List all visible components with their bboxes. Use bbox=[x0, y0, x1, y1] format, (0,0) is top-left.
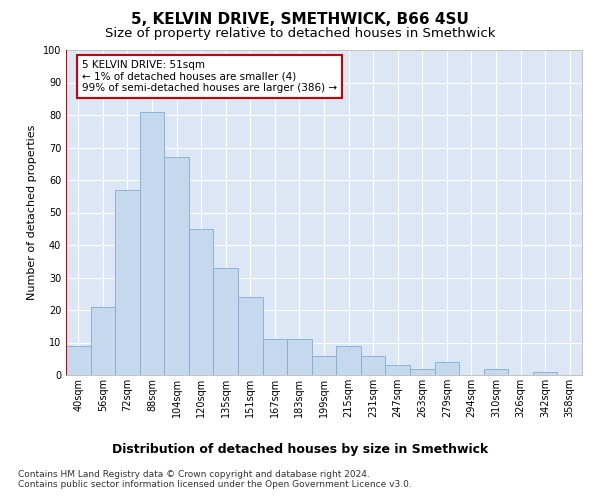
Bar bbox=[115, 190, 140, 375]
Text: Distribution of detached houses by size in Smethwick: Distribution of detached houses by size … bbox=[112, 442, 488, 456]
Bar bbox=[533, 372, 557, 375]
Bar bbox=[434, 362, 459, 375]
Bar bbox=[287, 339, 312, 375]
Text: 5 KELVIN DRIVE: 51sqm
← 1% of detached houses are smaller (4)
99% of semi-detach: 5 KELVIN DRIVE: 51sqm ← 1% of detached h… bbox=[82, 60, 337, 93]
Bar bbox=[312, 356, 336, 375]
Bar bbox=[238, 297, 263, 375]
Text: Contains public sector information licensed under the Open Government Licence v3: Contains public sector information licen… bbox=[18, 480, 412, 489]
Text: 5, KELVIN DRIVE, SMETHWICK, B66 4SU: 5, KELVIN DRIVE, SMETHWICK, B66 4SU bbox=[131, 12, 469, 28]
Bar bbox=[410, 368, 434, 375]
Bar bbox=[484, 368, 508, 375]
Bar bbox=[336, 346, 361, 375]
Bar bbox=[263, 339, 287, 375]
Text: Size of property relative to detached houses in Smethwick: Size of property relative to detached ho… bbox=[105, 28, 495, 40]
Bar bbox=[164, 157, 189, 375]
Bar bbox=[91, 306, 115, 375]
Bar bbox=[214, 268, 238, 375]
Bar bbox=[189, 229, 214, 375]
Bar bbox=[140, 112, 164, 375]
Bar bbox=[66, 346, 91, 375]
Bar bbox=[385, 365, 410, 375]
Text: Contains HM Land Registry data © Crown copyright and database right 2024.: Contains HM Land Registry data © Crown c… bbox=[18, 470, 370, 479]
Y-axis label: Number of detached properties: Number of detached properties bbox=[27, 125, 37, 300]
Bar bbox=[361, 356, 385, 375]
